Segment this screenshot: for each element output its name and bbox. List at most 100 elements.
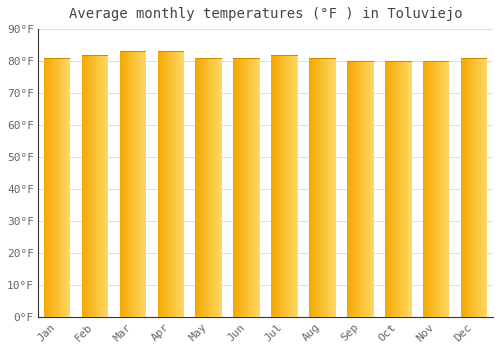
Bar (89, 55, 90, 317)
Bar (400, 61, 401, 317)
Bar (218, 58, 219, 317)
Bar (87, 55, 88, 317)
Bar (272, 55, 298, 56)
Bar (309, 58, 336, 59)
Bar (183, 51, 184, 317)
Bar (290, 55, 291, 317)
Bar (408, 61, 409, 317)
Bar (318, 58, 320, 317)
Bar (294, 55, 295, 317)
Bar (465, 58, 466, 317)
Bar (173, 51, 174, 317)
Bar (209, 58, 210, 317)
Bar (390, 61, 391, 317)
Bar (83, 55, 84, 317)
Bar (479, 58, 480, 317)
Bar (239, 58, 240, 317)
Bar (201, 58, 202, 317)
Bar (217, 58, 218, 317)
Bar (434, 61, 435, 317)
Bar (359, 61, 360, 317)
Bar (196, 58, 222, 59)
Bar (158, 51, 184, 52)
Bar (357, 61, 358, 317)
Bar (275, 55, 276, 317)
Bar (463, 58, 464, 317)
Bar (292, 55, 293, 317)
Bar (120, 51, 146, 52)
Bar (237, 58, 238, 317)
Bar (144, 51, 145, 317)
Bar (317, 58, 318, 317)
Bar (334, 58, 335, 317)
Bar (241, 58, 242, 317)
Bar (50, 58, 51, 317)
Bar (333, 58, 334, 317)
Bar (351, 61, 352, 317)
Bar (125, 51, 126, 317)
Bar (478, 58, 479, 317)
Bar (335, 58, 336, 317)
Bar (216, 58, 217, 317)
Bar (272, 55, 273, 317)
Bar (469, 58, 470, 317)
Bar (462, 58, 463, 317)
Bar (199, 58, 200, 317)
Bar (483, 58, 484, 317)
Bar (466, 58, 467, 317)
Bar (141, 51, 142, 317)
Bar (250, 58, 251, 317)
Bar (429, 61, 430, 317)
Bar (423, 61, 424, 317)
Bar (101, 55, 102, 317)
Bar (210, 58, 211, 317)
Bar (398, 61, 399, 317)
Bar (325, 58, 326, 317)
Bar (158, 51, 159, 317)
Bar (94, 55, 95, 317)
Bar (128, 51, 129, 317)
Bar (124, 51, 125, 317)
Bar (134, 51, 135, 317)
Bar (277, 55, 278, 317)
Bar (289, 55, 290, 317)
Bar (279, 55, 280, 317)
Bar (395, 61, 396, 317)
Bar (295, 55, 296, 317)
Bar (388, 61, 390, 317)
Bar (435, 61, 436, 317)
Bar (347, 61, 348, 317)
Bar (159, 51, 160, 317)
Bar (234, 58, 235, 317)
Bar (129, 51, 130, 317)
Bar (167, 51, 168, 317)
Bar (361, 61, 362, 317)
Bar (480, 58, 481, 317)
Bar (274, 55, 275, 317)
Bar (476, 58, 477, 317)
Bar (169, 51, 170, 317)
Bar (448, 61, 449, 317)
Bar (256, 58, 257, 317)
Bar (391, 61, 392, 317)
Bar (107, 55, 108, 317)
Bar (324, 58, 325, 317)
Bar (461, 58, 487, 59)
Bar (44, 58, 70, 59)
Bar (179, 51, 180, 317)
Bar (426, 61, 427, 317)
Bar (473, 58, 474, 317)
Bar (215, 58, 216, 317)
Bar (438, 61, 439, 317)
Bar (331, 58, 332, 317)
Bar (135, 51, 136, 317)
Bar (428, 61, 429, 317)
Bar (485, 58, 486, 317)
Bar (255, 58, 256, 317)
Bar (100, 55, 101, 317)
Bar (464, 58, 465, 317)
Bar (443, 61, 444, 317)
Bar (102, 55, 103, 317)
Bar (120, 51, 121, 317)
Bar (449, 61, 450, 317)
